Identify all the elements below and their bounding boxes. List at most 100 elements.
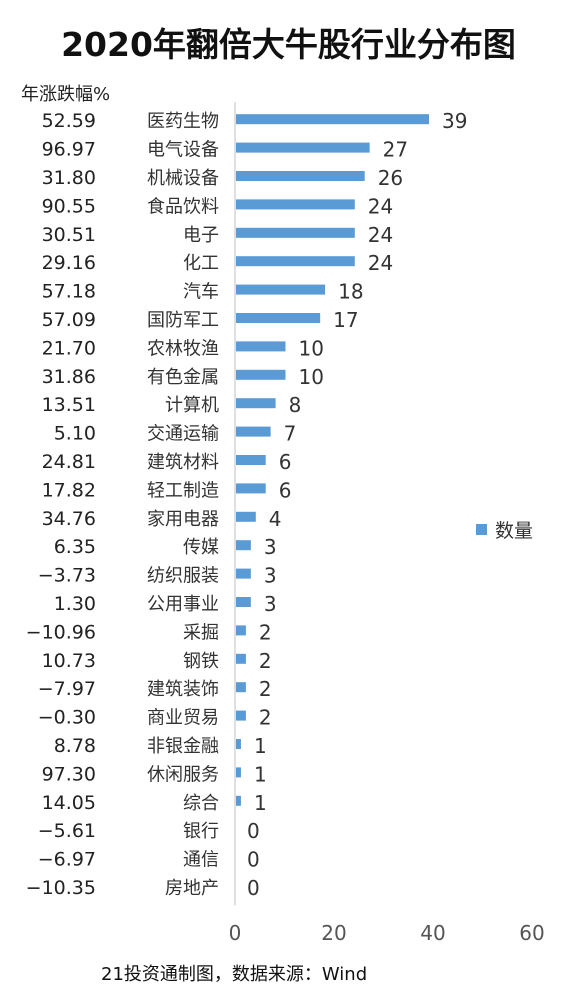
category-label: 建筑装饰 [147,679,219,700]
category-label: 采掘 [183,622,219,643]
percent-change-value: −6.97 [38,849,96,871]
bar [236,625,246,636]
data-label: 0 [247,848,260,872]
category-label: 计算机 [165,395,219,416]
data-label: 1 [254,734,267,758]
category-label: 通信 [183,850,219,871]
percent-change-value: 6.35 [54,536,96,558]
data-label: 2 [259,677,272,701]
data-label: 0 [247,876,260,900]
percent-change-value: 34.76 [42,508,96,530]
x-tick-label: 60 [519,921,544,945]
source-note: 21投资通制图，数据来源：Wind [101,964,368,985]
percent-change-value: 13.51 [42,394,96,416]
category-label: 机械设备 [147,168,219,189]
percent-change-value: 31.86 [42,366,96,388]
percent-change-value: −10.96 [26,621,96,643]
data-label: 26 [378,166,403,190]
category-label: 商业贸易 [147,708,219,729]
data-label: 10 [299,336,324,360]
percent-change-value: −7.97 [38,678,96,700]
bar [236,426,271,437]
category-label: 轻工制造 [147,480,219,501]
percent-change-value: −3.73 [38,565,96,587]
data-label: 3 [264,592,277,616]
data-label: 27 [383,138,408,162]
bar [236,710,246,721]
category-label: 国防军工 [147,310,219,331]
bar [236,284,326,295]
percent-change-value: 57.09 [42,309,96,331]
percent-change-value: 29.16 [42,252,96,274]
category-label: 食品饮料 [147,196,219,217]
percent-change-value: 96.97 [42,139,96,161]
data-label: 7 [284,422,297,446]
bar [236,511,256,522]
percent-change-value: 21.70 [42,337,96,359]
percent-change-value: 17.82 [42,479,96,501]
percent-change-value: 57.18 [42,281,96,303]
percent-change-value: −0.30 [38,707,96,729]
data-label: 1 [254,762,267,786]
legend-swatch [476,524,487,535]
percent-change-value: 10.73 [42,650,96,672]
bar [236,171,365,181]
percent-change-value: 52.59 [42,110,96,132]
data-label: 39 [442,109,467,133]
chart-title: 2020年翻倍大牛股行业分布图 [61,25,516,64]
category-label: 电气设备 [147,140,219,161]
category-label: 电子 [183,225,219,246]
bar [236,398,276,409]
data-label: 18 [338,280,363,304]
category-label: 有色金属 [147,367,219,388]
category-label: 建筑材料 [147,452,219,473]
bar [236,313,321,323]
percent-change-value: −10.35 [26,877,96,899]
bar [236,682,246,693]
x-tick-label: 0 [229,921,242,945]
category-label: 传媒 [183,537,219,558]
bar [236,739,241,749]
data-label: 24 [368,251,393,275]
category-label: 银行 [183,821,219,842]
bar [236,114,430,125]
data-label: 2 [259,706,272,730]
bar [236,653,246,664]
percent-change-value: 97.30 [42,763,96,785]
bar [236,369,286,380]
category-label: 房地产 [165,878,219,899]
data-label: 10 [299,365,324,389]
category-label: 综合 [183,793,219,814]
bar [236,227,355,238]
category-label: 休闲服务 [147,764,219,785]
x-tick-label: 20 [321,921,346,945]
data-label: 6 [279,478,292,502]
category-label: 纺织服装 [147,566,219,587]
bar [236,199,355,210]
data-label: 8 [289,393,302,417]
bar [236,568,251,579]
category-label: 钢铁 [183,651,219,672]
percent-column-header: 年涨跌幅% [21,84,111,105]
category-label: 汽车 [183,282,219,303]
data-label: 24 [368,223,393,247]
percent-change-value: 30.51 [42,224,96,246]
category-label: 化工 [183,253,219,274]
bar [236,597,251,607]
legend-label: 数量 [495,520,534,542]
category-label: 非银金融 [147,736,219,757]
legend: 数量 [476,516,533,543]
data-label: 2 [259,649,272,673]
data-label: 6 [279,450,292,474]
category-label: 农林牧渔 [147,338,219,359]
percent-change-value: 31.80 [42,167,96,189]
percent-change-value: 1.30 [54,593,96,615]
data-label: 17 [333,308,358,332]
category-label: 交通运输 [147,424,219,445]
bar [236,142,370,153]
category-label: 公用事业 [147,594,219,615]
percent-change-value: −5.61 [38,820,96,842]
percent-change-value: 14.05 [42,792,96,814]
data-label: 3 [264,564,277,588]
